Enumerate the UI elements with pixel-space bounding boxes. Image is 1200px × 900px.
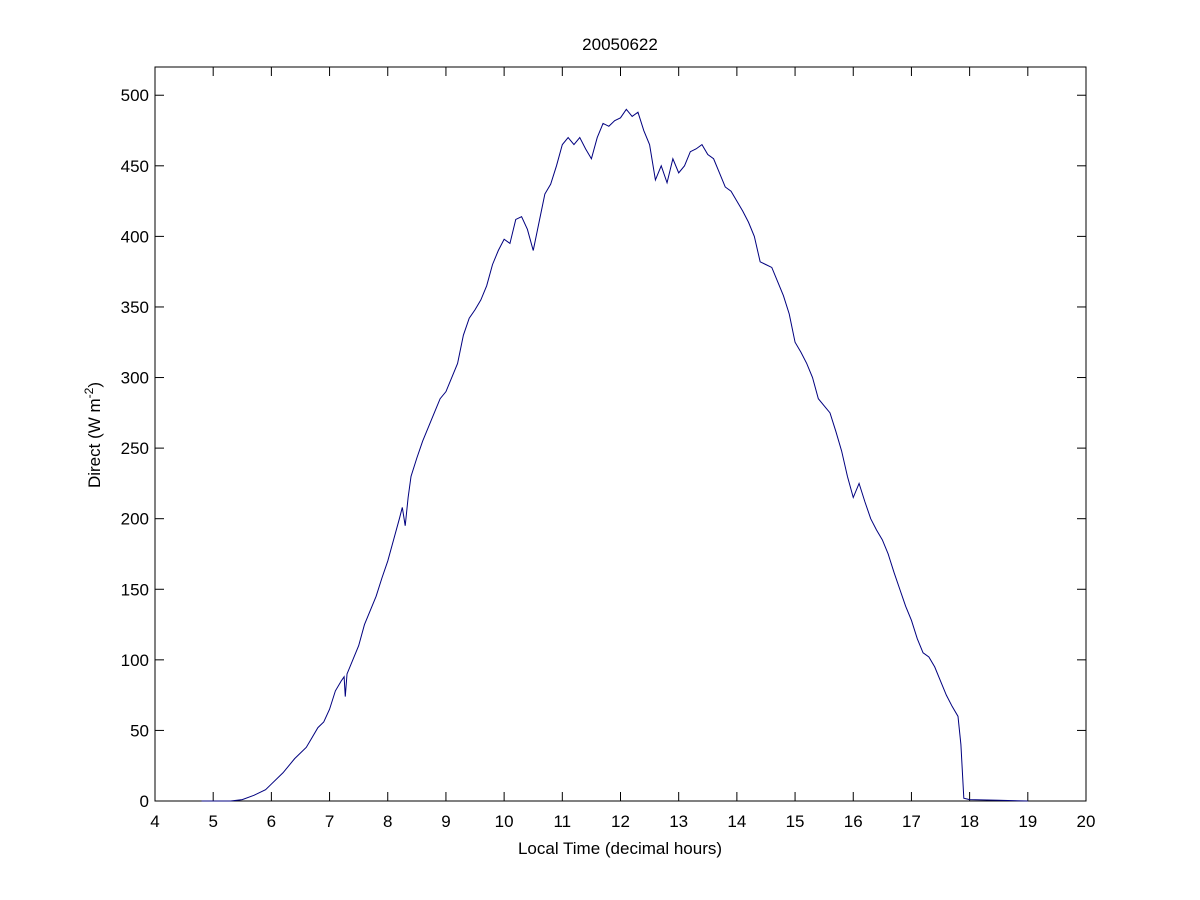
y-tick-label: 150 (121, 580, 149, 599)
x-tick-label: 10 (495, 812, 514, 831)
x-tick-label: 15 (786, 812, 805, 831)
x-tick-label: 7 (325, 812, 334, 831)
y-tick-label: 500 (121, 86, 149, 105)
x-tick-label: 17 (902, 812, 921, 831)
x-tick-label: 16 (844, 812, 863, 831)
x-tick-label: 5 (208, 812, 217, 831)
x-tick-label: 20 (1077, 812, 1096, 831)
x-axis-label: Local Time (decimal hours) (518, 839, 722, 858)
chart-title: 20050622 (582, 35, 658, 54)
y-tick-label: 250 (121, 439, 149, 458)
y-tick-label: 100 (121, 651, 149, 670)
y-tick-label: 450 (121, 157, 149, 176)
x-tick-label: 18 (960, 812, 979, 831)
x-tick-label: 11 (553, 812, 571, 831)
y-label-end: ) (85, 382, 104, 388)
plot-frame (154, 66, 1087, 802)
x-tick-label: 14 (727, 812, 746, 831)
x-tick-label: 4 (150, 812, 159, 831)
x-tick-label: 19 (1018, 812, 1037, 831)
y-tick-label: 50 (130, 721, 149, 740)
y-tick-label: 400 (121, 227, 149, 246)
x-tick-label: 9 (441, 812, 450, 831)
y-tick-label: 200 (121, 510, 149, 529)
x-tick-label: 12 (611, 812, 630, 831)
x-tick-label: 13 (669, 812, 688, 831)
y-tick-label: 0 (140, 792, 149, 811)
y-tick-label: 300 (121, 369, 149, 388)
y-tick-label: 350 (121, 298, 149, 317)
x-tick-label: 6 (267, 812, 276, 831)
y-axis-label: Direct (W m-2) (82, 382, 104, 488)
data-line (201, 108, 1028, 802)
y-label-sup: -2 (82, 387, 96, 398)
x-tick-label: 8 (383, 812, 392, 831)
y-label-text: Direct (W m (85, 398, 104, 488)
